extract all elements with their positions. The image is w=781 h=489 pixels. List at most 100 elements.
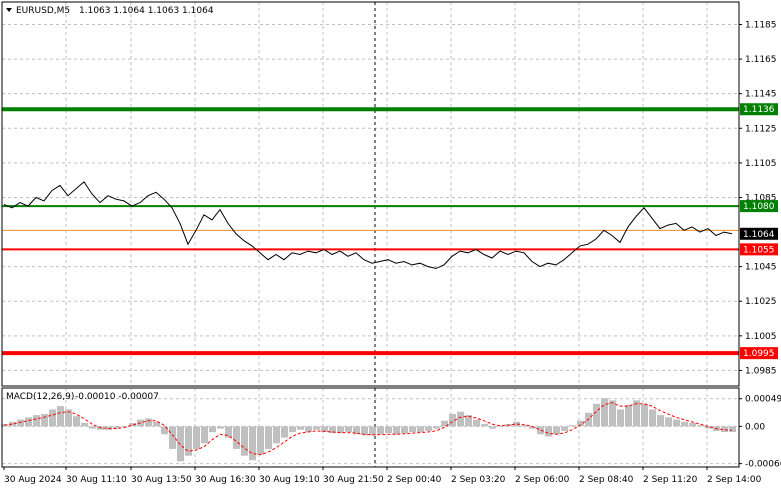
symbol-label: EURUSD,M5 [16, 6, 70, 16]
macd-histogram-bar [425, 426, 432, 431]
macd-histogram-bar [433, 426, 440, 429]
macd-histogram-bar [361, 426, 368, 436]
macd-values: -0.00010 -0.00007 [75, 392, 159, 402]
y-tick-label: 1.1085 [745, 193, 777, 203]
macd-histogram-bar [57, 406, 64, 427]
macd-histogram-bar [49, 409, 56, 427]
macd-tick-label: 0.00049 [745, 395, 781, 405]
macd-label: MACD(12,26,9) [6, 392, 74, 402]
x-tick-label: 30 Aug 19:10 [259, 475, 320, 485]
macd-histogram-bar [513, 421, 520, 427]
macd-histogram-bar [17, 419, 24, 427]
x-tick-label: 2 Sep 03:20 [451, 475, 506, 485]
macd-histogram-bar [145, 418, 152, 427]
chart-header: EURUSD,M5 1.1063 1.1064 1.1063 1.1064 MA… [6, 6, 214, 402]
level-label-box [740, 103, 778, 116]
macd-histogram-bar [545, 426, 552, 437]
macd-histogram-bar [625, 404, 632, 427]
macd-histogram-bar [129, 422, 136, 427]
macd-histogram-bar [33, 415, 40, 427]
macd-histogram-bar [113, 426, 120, 429]
macd-histogram-bar [217, 426, 224, 429]
macd-histogram-bar [697, 425, 704, 427]
macd-histogram-bar [649, 409, 656, 427]
y-tick-label: 1.1145 [745, 90, 777, 100]
macd-signal-line [3, 402, 733, 456]
macd-histogram-bar [249, 426, 256, 461]
macd-histogram-bar [225, 426, 232, 438]
macd-histogram-bar [385, 426, 392, 434]
level-label-box [740, 347, 778, 360]
macd-histogram-bar [281, 426, 288, 438]
macd-histogram-bar [593, 403, 600, 427]
y-tick-label: 1.1125 [745, 124, 777, 134]
level-label-box [740, 200, 778, 213]
x-tick-label: 2 Sep 14:00 [707, 475, 762, 485]
macd-histogram-bar [417, 426, 424, 433]
x-tick-label: 2 Sep 08:40 [579, 475, 634, 485]
macd-histogram-bar [721, 426, 728, 433]
y-tick-label: 1.1105 [745, 159, 777, 169]
macd-histogram-bar [537, 426, 544, 435]
levels-layer [2, 107, 739, 356]
ohlc-values: 1.1063 1.1064 1.1063 1.1064 [79, 6, 214, 16]
macd-histogram-bar [289, 426, 296, 433]
macd-histogram-bar [177, 426, 184, 462]
macd-histogram-bar [449, 413, 456, 427]
level-label: 1.0995 [743, 349, 775, 359]
macd-histogram-bar [105, 426, 112, 430]
macd-histogram-bar [409, 426, 416, 433]
macd-histogram-bar [465, 415, 472, 427]
level-label: 1.1055 [743, 245, 775, 255]
x-tick-label: 30 Aug 2024 [4, 475, 62, 485]
x-tick-label: 30 Aug 13:50 [131, 475, 192, 485]
macd-histogram-bar [153, 421, 160, 427]
level-label: 1.1136 [743, 105, 775, 115]
x-tick-label: 30 Aug 11:10 [66, 475, 127, 485]
macd-histogram-bar [457, 411, 464, 427]
x-tick-label: 30 Aug 21:50 [323, 475, 384, 485]
macd-histogram-bar [481, 424, 488, 427]
macd-histogram-bar [617, 409, 624, 427]
main-pane-frame [1, 1, 740, 387]
x-tick-label: 2 Sep 06:00 [515, 475, 570, 485]
macd-histogram-bar [265, 426, 272, 449]
macd-histogram-bar [345, 426, 352, 433]
price-series-line [3, 181, 733, 269]
macd-histogram-bar [401, 426, 408, 434]
macd-histogram-bar [497, 426, 504, 427]
macd-histogram-bar [305, 426, 312, 433]
grid-layer [2, 2, 739, 467]
macd-histogram-bar [609, 400, 616, 427]
macd-tick-label: 0.00 [745, 422, 765, 432]
macd-histogram-bar [369, 426, 376, 436]
y-tick-label: 1.1025 [745, 297, 777, 307]
chevron-down-icon[interactable] [6, 8, 12, 12]
macd-tick-label: -0.00066 [745, 460, 781, 470]
macd-histogram-bar [641, 403, 648, 427]
macd-histogram-bar [297, 426, 304, 430]
macd-histogram-bar [353, 426, 360, 435]
macd-histogram-bar [441, 420, 448, 427]
price-layer [3, 181, 733, 269]
macd-histogram-bar [241, 426, 248, 456]
macd-histogram-bar [521, 425, 528, 427]
macd-histogram-bar [673, 419, 680, 427]
y-tick-label: 1.1165 [745, 55, 777, 65]
x-tick-label: 2 Sep 00:40 [387, 475, 442, 485]
labels-layer: 1.11851.11651.11451.11251.11051.10851.10… [3, 20, 781, 485]
macd-histogram-bar [313, 426, 320, 430]
y-tick-label: 1.1005 [745, 332, 777, 342]
macd-histogram-bar [601, 398, 608, 427]
macd-histogram-bar [657, 415, 664, 427]
level-label-box [740, 243, 778, 256]
macd-histogram-bar [73, 416, 80, 427]
y-tick-label: 1.0985 [745, 366, 777, 376]
macd-histogram-bar [257, 426, 264, 455]
macd-histogram-bar [681, 421, 688, 427]
macd-histogram-bar [561, 426, 568, 431]
macd-histogram-bar [233, 426, 240, 449]
macd-histogram-bar [65, 409, 72, 427]
macd-histogram-bar [201, 426, 208, 444]
